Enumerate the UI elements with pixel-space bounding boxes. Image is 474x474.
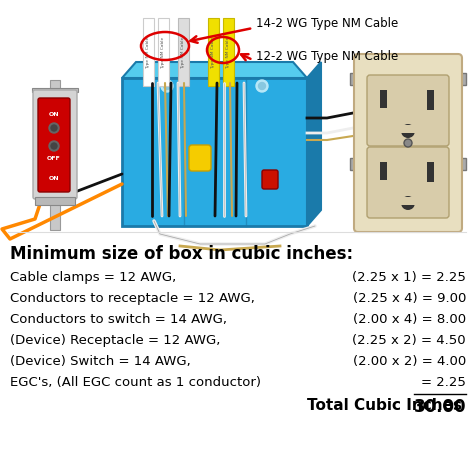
Bar bbox=[122, 78, 307, 226]
Circle shape bbox=[401, 196, 415, 210]
Text: Type NM Cable: Type NM Cable bbox=[146, 37, 151, 69]
Bar bbox=[32, 88, 78, 92]
Polygon shape bbox=[122, 62, 307, 78]
Bar bbox=[35, 197, 75, 205]
Text: Conductors to switch = 14 AWG,: Conductors to switch = 14 AWG, bbox=[10, 313, 227, 326]
Polygon shape bbox=[307, 62, 321, 226]
Text: = 2.25: = 2.25 bbox=[421, 376, 466, 389]
Text: Total Cubic Inches: Total Cubic Inches bbox=[307, 398, 462, 413]
Circle shape bbox=[161, 80, 173, 92]
Circle shape bbox=[256, 80, 268, 92]
Circle shape bbox=[164, 82, 171, 90]
Circle shape bbox=[404, 139, 412, 147]
FancyBboxPatch shape bbox=[367, 147, 449, 218]
Text: (2.25 x 4) = 9.00: (2.25 x 4) = 9.00 bbox=[353, 292, 466, 305]
Text: Type NM Cable: Type NM Cable bbox=[162, 37, 165, 69]
Circle shape bbox=[401, 124, 415, 138]
Bar bbox=[401, 197, 415, 205]
Bar bbox=[427, 162, 434, 182]
Text: (Device) Receptacle = 12 AWG,: (Device) Receptacle = 12 AWG, bbox=[10, 334, 220, 347]
Text: Type NM Cable: Type NM Cable bbox=[227, 37, 230, 69]
FancyBboxPatch shape bbox=[262, 170, 278, 189]
Circle shape bbox=[49, 123, 59, 133]
Bar bbox=[454, 73, 466, 85]
Text: Type NM Cable: Type NM Cable bbox=[211, 37, 216, 69]
Text: ON: ON bbox=[49, 111, 59, 117]
Bar bbox=[350, 158, 362, 170]
Text: Type NM Cable: Type NM Cable bbox=[182, 37, 185, 69]
Bar bbox=[350, 73, 362, 85]
FancyBboxPatch shape bbox=[38, 98, 70, 192]
Bar bbox=[143, 18, 154, 86]
Text: ON: ON bbox=[49, 176, 59, 182]
Text: (Device) Switch = 14 AWG,: (Device) Switch = 14 AWG, bbox=[10, 355, 191, 368]
Bar bbox=[178, 18, 189, 86]
Bar bbox=[208, 18, 219, 86]
Text: 30.00: 30.00 bbox=[413, 398, 466, 416]
Text: Conductors to receptacle = 12 AWG,: Conductors to receptacle = 12 AWG, bbox=[10, 292, 255, 305]
Text: Minimum size of box in cubic inches:: Minimum size of box in cubic inches: bbox=[10, 245, 353, 263]
Text: OFF: OFF bbox=[47, 156, 61, 162]
Bar bbox=[223, 18, 234, 86]
Text: (2.00 x 4) = 8.00: (2.00 x 4) = 8.00 bbox=[353, 313, 466, 326]
Text: 12-2 WG Type NM Cable: 12-2 WG Type NM Cable bbox=[256, 49, 398, 63]
Bar bbox=[50, 80, 60, 230]
FancyBboxPatch shape bbox=[189, 145, 211, 171]
FancyBboxPatch shape bbox=[33, 90, 77, 199]
Text: (2.00 x 2) = 4.00: (2.00 x 2) = 4.00 bbox=[353, 355, 466, 368]
Text: (2.25 x 1) = 2.25: (2.25 x 1) = 2.25 bbox=[352, 271, 466, 284]
Bar bbox=[427, 90, 434, 110]
FancyBboxPatch shape bbox=[367, 75, 449, 146]
Text: 14-2 WG Type NM Cable: 14-2 WG Type NM Cable bbox=[256, 17, 398, 29]
Bar bbox=[380, 162, 387, 180]
Bar bbox=[454, 158, 466, 170]
Bar bbox=[380, 90, 387, 108]
FancyBboxPatch shape bbox=[354, 54, 462, 232]
Circle shape bbox=[258, 82, 265, 90]
Text: Cable clamps = 12 AWG,: Cable clamps = 12 AWG, bbox=[10, 271, 176, 284]
Bar bbox=[158, 18, 169, 86]
Text: EGC's, (All EGC count as 1 conductor): EGC's, (All EGC count as 1 conductor) bbox=[10, 376, 261, 389]
Circle shape bbox=[49, 141, 59, 151]
Circle shape bbox=[51, 143, 57, 149]
Text: (2.25 x 2) = 4.50: (2.25 x 2) = 4.50 bbox=[352, 334, 466, 347]
Bar bbox=[401, 125, 415, 133]
Circle shape bbox=[51, 125, 57, 131]
